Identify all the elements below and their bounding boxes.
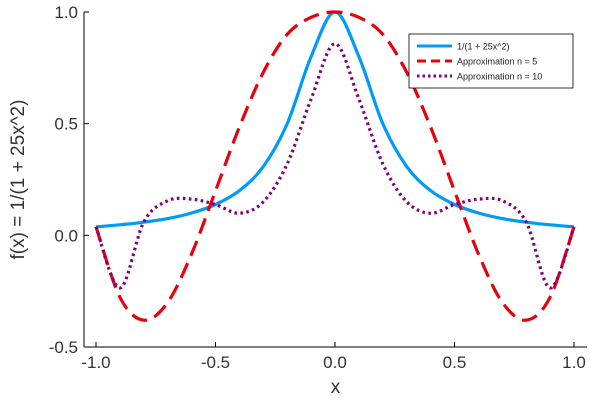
- legend: 1/(1 + 25x^2) Approximation n = 5 Approxim…: [408, 33, 574, 89]
- axes: -1.0 -0.5 0.0 0.5 1.0-0.50.00.51.0: [49, 3, 587, 372]
- y-tick-label: -0.5: [49, 338, 78, 357]
- plot-marks: [94, 10, 576, 322]
- x-tick-label: 1.0: [562, 353, 586, 372]
- y-tick-label: 1.0: [54, 3, 78, 22]
- legend-label-1: 1/(1 + 25x^2): [457, 42, 510, 52]
- legend-label-2: Approximation n = 5: [457, 57, 537, 67]
- series-line-3: [94, 42, 576, 290]
- y-tick-label: 0.0: [54, 226, 78, 245]
- x-axis-label: x: [331, 377, 341, 398]
- x-tick-label: -0.5: [201, 353, 230, 372]
- x-tick-label: 0.0: [323, 353, 347, 372]
- x-tick-label: 0.5: [443, 353, 467, 372]
- x-tick-label: -1.0: [81, 353, 110, 372]
- series-line-2: [94, 10, 576, 322]
- y-tick-label: 0.5: [54, 115, 78, 134]
- legend-label-3: Approximation n = 10: [457, 72, 542, 82]
- y-axis-label: f(x) = 1/(1 + 25x^2): [8, 100, 29, 260]
